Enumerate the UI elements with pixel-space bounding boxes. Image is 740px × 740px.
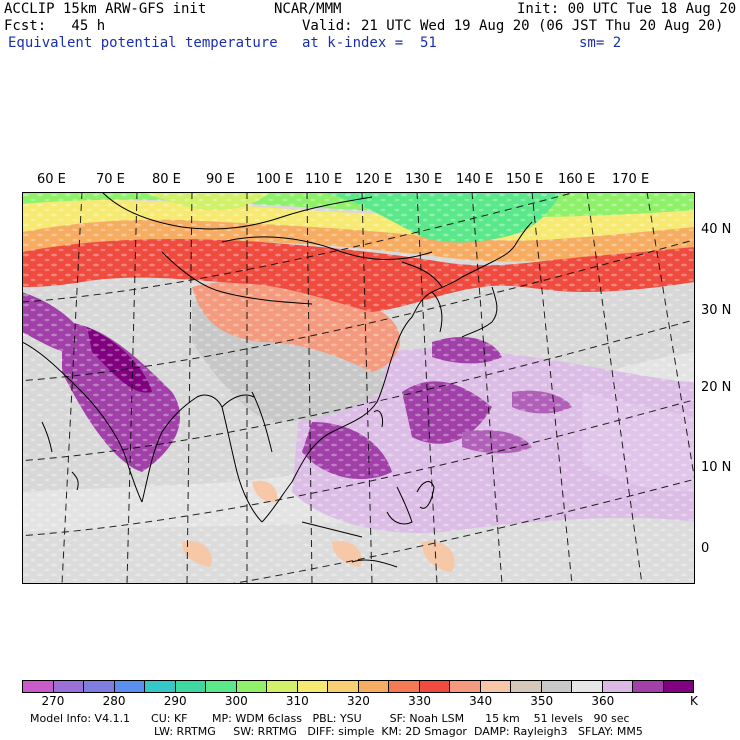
colorbar-label: 320 xyxy=(347,694,370,708)
colorbar-swatch xyxy=(297,681,328,692)
model-info-line1: Model Info: V4.1.1 CU: KF MP: WDM 6class… xyxy=(30,712,630,725)
latitude-label: 40 N xyxy=(701,222,732,237)
colorbar-swatch xyxy=(84,681,115,692)
longitude-label: 90 E xyxy=(206,172,235,187)
colorbar-swatch xyxy=(389,681,420,692)
colorbar-swatch xyxy=(53,681,84,692)
latitude-label: 10 N xyxy=(701,460,732,475)
longitude-label: 110 E xyxy=(305,172,343,187)
field-name: Equivalent potential temperature xyxy=(8,35,278,51)
colorbar-swatch xyxy=(23,681,54,692)
colorbar-label: 290 xyxy=(163,694,187,708)
colorbar-swatch xyxy=(114,681,145,692)
longitude-label: 130 E xyxy=(405,172,443,187)
longitude-label: 160 E xyxy=(558,172,596,187)
longitude-label: 70 E xyxy=(96,172,125,187)
longitude-label: 140 E xyxy=(456,172,494,187)
colorbar-swatch xyxy=(206,681,237,692)
colorbar-swatch xyxy=(633,681,664,692)
coastlines xyxy=(22,192,533,568)
colorbar-swatch xyxy=(328,681,359,692)
colorbar-swatch xyxy=(663,681,693,692)
latitude-label: 30 N xyxy=(701,303,732,318)
colorbar-swatch xyxy=(419,681,450,692)
model-title: ACCLIP 15km ARW-GFS init xyxy=(4,1,207,17)
colorbar-swatch xyxy=(145,681,176,692)
colorbar-unit: K xyxy=(690,694,698,708)
colorbar-swatch xyxy=(236,681,267,692)
longitude-label: 120 E xyxy=(355,172,393,187)
model-info-line2: LW: RRTMG SW: RRTMG DIFF: simple KM: 2D … xyxy=(154,725,643,738)
level-index: at k-index = 51 xyxy=(302,35,437,51)
init-time: Init: 00 UTC Tue 18 Aug 20 xyxy=(517,1,737,17)
colorbar-swatch xyxy=(602,681,633,692)
smoothing-value: sm= 2 xyxy=(579,35,622,51)
colorbar-label: 330 xyxy=(408,694,431,708)
colorbar-swatch xyxy=(480,681,511,692)
colorbar-label: 340 xyxy=(469,694,493,708)
latitude-label: 20 N xyxy=(701,380,732,395)
colorbar-swatch xyxy=(450,681,481,692)
colorbar-label: 360 xyxy=(591,694,615,708)
longitude-label: 170 E xyxy=(612,172,650,187)
longitude-label: 80 E xyxy=(152,172,181,187)
longitude-label: 60 E xyxy=(37,172,66,187)
valid-time: Valid: 21 UTC Wed 19 Aug 20 (06 JST Thu … xyxy=(302,18,724,34)
colorbar-swatch xyxy=(175,681,206,692)
colorbar-swatch xyxy=(541,681,572,692)
colorbar-label: 350 xyxy=(530,694,554,708)
longitude-label: 150 E xyxy=(506,172,544,187)
colorbar-label: 300 xyxy=(224,694,248,708)
colorbar-swatch xyxy=(511,681,542,692)
colorbar-swatch xyxy=(267,681,298,692)
colorbar-label: 310 xyxy=(285,694,309,708)
organization-label: NCAR/MMM xyxy=(274,1,342,17)
colorbar-label: 280 xyxy=(102,694,126,708)
latitude-label: 0 xyxy=(701,541,710,556)
colorbar-label: 270 xyxy=(41,694,65,708)
colorbar xyxy=(22,680,694,693)
forecast-hour: Fcst: 45 h xyxy=(4,18,106,34)
colorbar-swatch xyxy=(358,681,389,692)
colorbar-swatch xyxy=(572,681,603,692)
equivalent-potential-temperature-map xyxy=(22,192,695,584)
graticule xyxy=(22,192,695,584)
longitude-label: 100 E xyxy=(256,172,294,187)
